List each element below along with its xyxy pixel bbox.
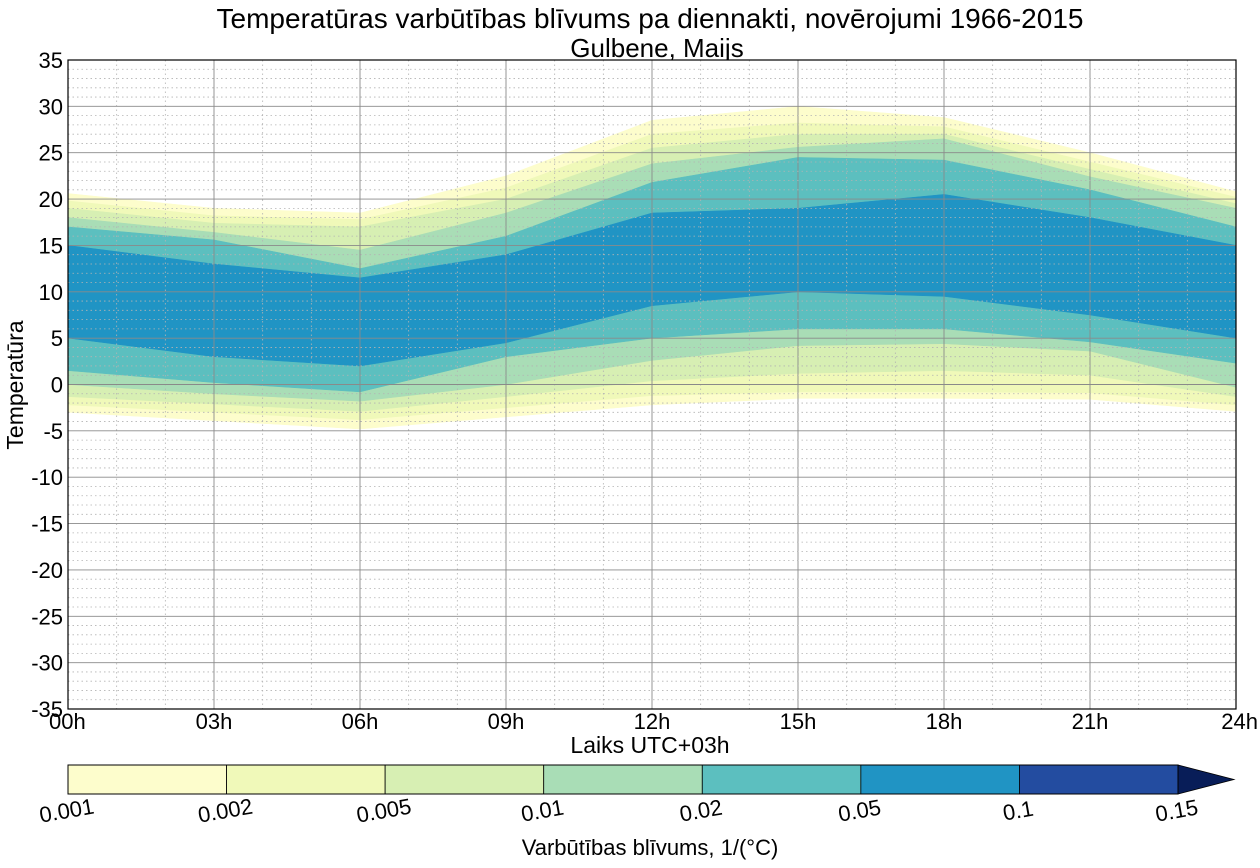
colorbar-segment <box>543 764 703 795</box>
colorbar-tick-label: 0.05 <box>836 795 883 827</box>
colorbar-tick-label: 0.001 <box>37 794 96 828</box>
y-tick-label: 5 <box>51 326 63 351</box>
colorbar-tick-label: 0.01 <box>519 795 566 827</box>
colorbar-tick-label: 0.15 <box>1153 795 1200 827</box>
x-tick-labels: 00h 03h 06h 09h 12h 15h 18h 21h 24h <box>49 709 1258 734</box>
x-tick-label: 09h <box>488 709 525 734</box>
colorbar-segment <box>701 764 862 795</box>
x-tick-label: 00h <box>49 709 86 734</box>
y-tick-label: -25 <box>31 604 63 629</box>
y-tick-label: 10 <box>39 280 63 305</box>
colorbar-segment <box>384 764 545 795</box>
colorbar-frame <box>67 764 1179 795</box>
y-tick-label: 35 <box>39 48 63 73</box>
x-tick-label: 24h <box>1221 709 1258 734</box>
y-tick-label: 0 <box>51 373 63 398</box>
colorbar-segment <box>1019 764 1179 795</box>
colorbar-extend-arrow <box>1177 764 1236 795</box>
chart-subtitle: Gulbene, Maijs <box>570 33 743 63</box>
y-tick-label: -10 <box>31 465 63 490</box>
x-tick-label: 06h <box>342 709 379 734</box>
y-tick-label: 15 <box>39 233 63 258</box>
x-tick-label: 03h <box>196 709 233 734</box>
colorbar-label: Varbūtības blīvums, 1/(°C) <box>522 835 779 860</box>
colorbar-tick-label: 0.02 <box>678 795 725 827</box>
y-tick-label: 20 <box>39 187 63 212</box>
x-tick-label: 12h <box>634 709 671 734</box>
plot-frame <box>67 59 1237 710</box>
y-tick-label: -35 <box>31 697 63 722</box>
x-tick-label: 18h <box>926 709 963 734</box>
colorbar-tick-labels: 0.001 0.002 0.005 0.01 0.02 0.05 0.1 0.15 <box>37 794 1200 828</box>
colorbar-segment <box>860 764 1020 795</box>
y-tick-label: -5 <box>43 419 63 444</box>
x-tick-label: 15h <box>780 709 817 734</box>
colorbar-segment <box>67 764 227 795</box>
colorbar-tick-label: 0.005 <box>355 794 414 828</box>
y-tick-label: -15 <box>31 512 63 537</box>
colorbar-tick-label: 0.1 <box>1001 796 1035 826</box>
x-tick-label: 21h <box>1072 709 1109 734</box>
y-axis-label: Temperatūra <box>2 320 28 449</box>
y-tick-label: 30 <box>39 94 63 119</box>
y-tick-labels: 35 30 25 20 15 10 5 0 -5 -10 -15 -20 -25 -30 -35 <box>31 48 63 722</box>
grid-lines <box>67 59 1237 710</box>
colorbar-tick-label: 0.002 <box>196 794 255 828</box>
colorbar-segment <box>226 764 386 795</box>
x-axis-label: Laiks UTC+03h <box>570 732 729 758</box>
y-tick-label: -30 <box>31 651 63 676</box>
y-tick-label: 25 <box>39 141 63 166</box>
chart-title: Temperatūras varbūtības blīvums pa dienn… <box>217 3 1084 34</box>
y-tick-label: -20 <box>31 558 63 583</box>
colorbar <box>67 764 1236 795</box>
